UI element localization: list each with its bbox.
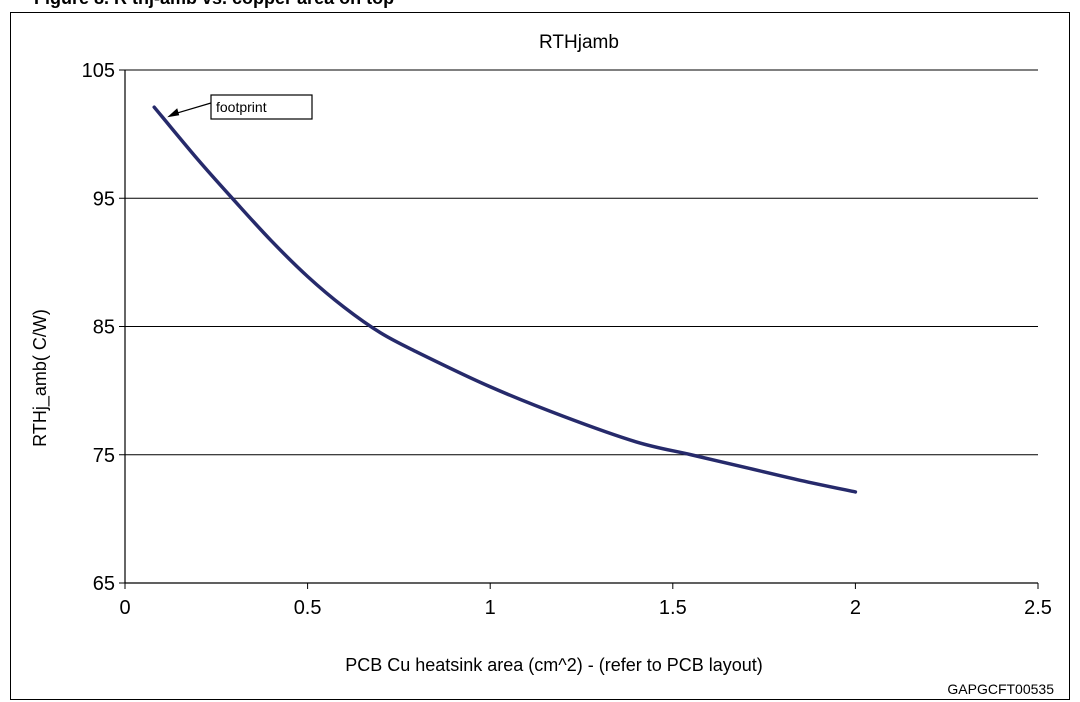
annotation-label: footprint [216, 99, 267, 115]
chart-title: RTHjamb [539, 32, 619, 53]
y-axis-title: RTHj_amb( C/W) [30, 309, 51, 447]
annotation-box [210, 94, 313, 120]
chart-frame [10, 12, 1070, 700]
x-tick-label-2: 2 [850, 597, 861, 619]
x-tick-label-1.5: 1.5 [659, 597, 687, 619]
series-group [152, 105, 858, 494]
series-line-0 [152, 105, 858, 494]
y-tick-label-65: 65 [93, 573, 115, 595]
x-tick-label-2.5: 2.5 [1024, 597, 1052, 619]
y-tick-label-85: 85 [93, 317, 115, 339]
figure-caption: Figure 8. R thj-amb vs. copper area on t… [34, 0, 394, 8]
y-tick-label-75: 75 [93, 445, 115, 467]
annotation-arrow-line [173, 102, 212, 115]
gridlines [125, 69, 1038, 456]
x-tick-label-0: 0 [119, 597, 130, 619]
figure-code: GAPGCFT00535 [947, 681, 1054, 697]
ticks: 65 75 85 95 105 0 0.5 1 1.5 2 2.5 [82, 60, 1052, 619]
x-tick-label-0.5: 0.5 [294, 597, 322, 619]
annotation-group: footprint [167, 94, 313, 120]
x-tick-label-1: 1 [485, 597, 496, 619]
y-tick-label-95: 95 [93, 188, 115, 210]
y-tick-label-105: 105 [82, 60, 115, 82]
annotation-arrow-head [167, 108, 180, 118]
x-axis-title: PCB Cu heatsink area (cm^2) - (refer to … [345, 655, 763, 675]
